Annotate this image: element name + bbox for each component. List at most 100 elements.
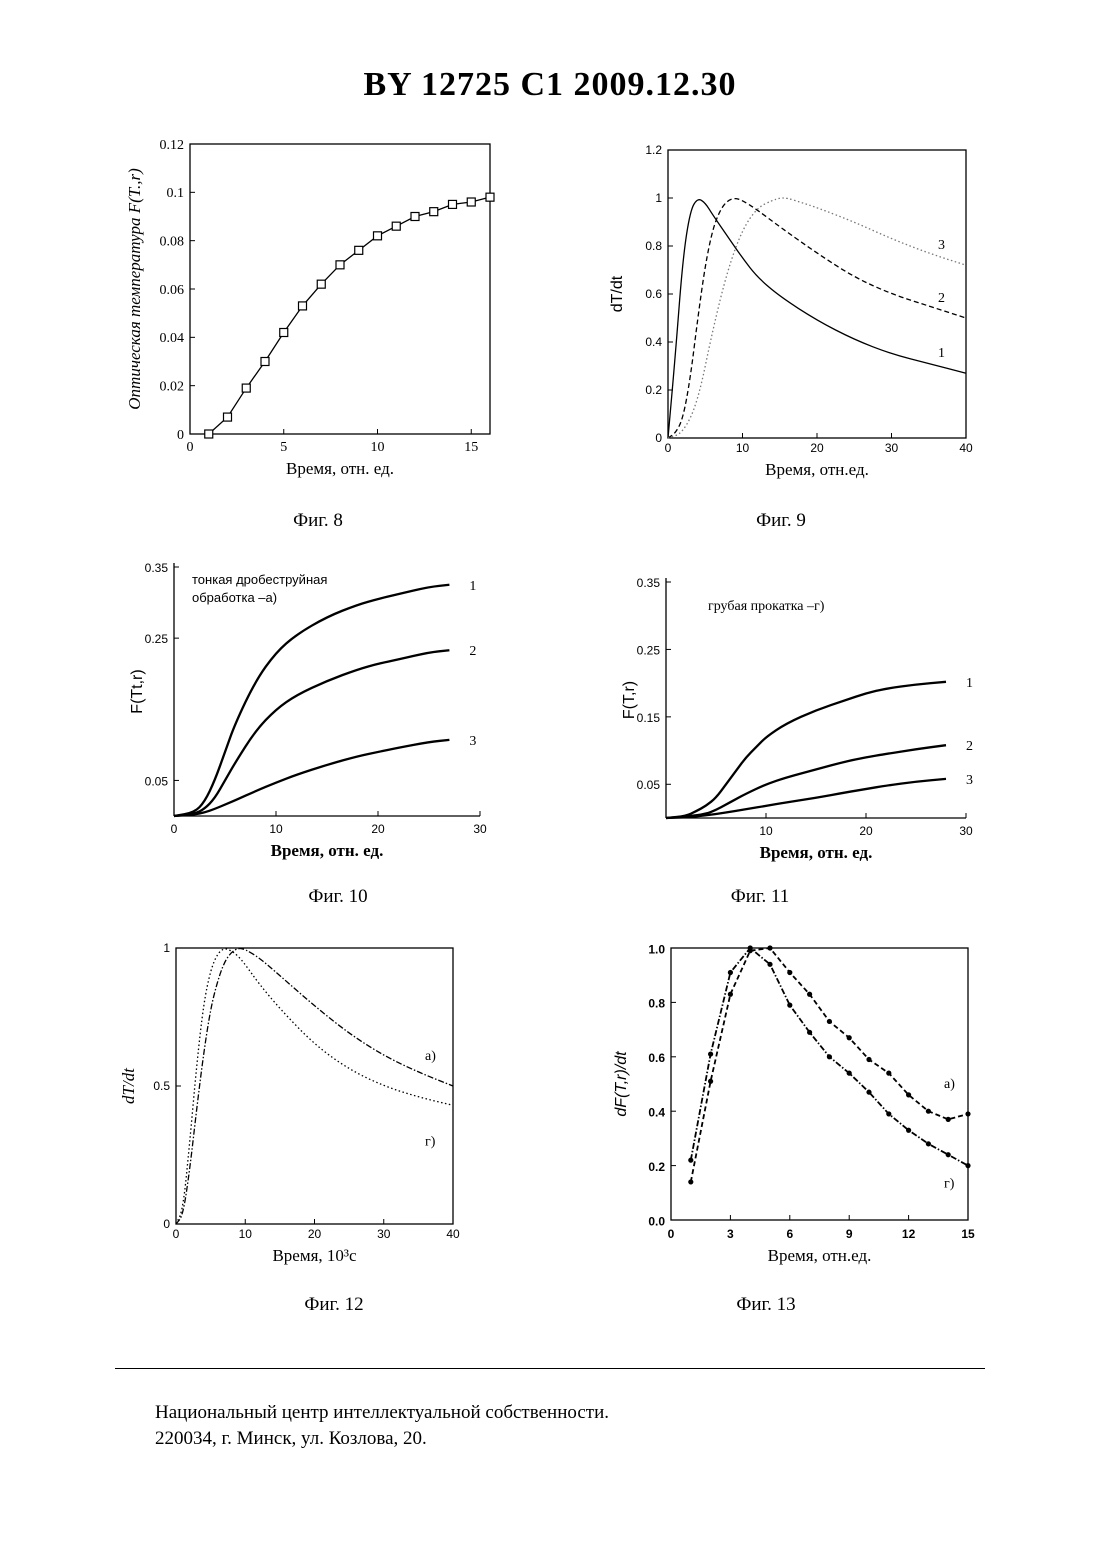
fig10-annotation: тонкая дробеструйная [192,572,327,587]
fig8-data-point [317,280,325,288]
fig9-x-tick-label: 20 [810,441,824,455]
fig8-x-tick-label: 0 [187,440,194,455]
fig13-x-tick-label: 6 [786,1227,793,1241]
fig8-data-point [392,222,400,230]
fig9-x-axis-label: Время, отн.ед. [765,460,869,479]
fig9-y-tick-label: 0 [655,431,662,445]
fig8-x-tick-label: 5 [280,440,287,455]
fig11-x-axis-label: Время, отн. ед. [760,843,873,862]
fig13-data-point [946,1152,951,1157]
fig8-data-point [430,208,438,216]
fig10-y-tick-label: 0.25 [145,632,169,646]
fig13-x-tick-label: 3 [727,1227,734,1241]
fig9-x-tick-label: 40 [959,441,973,455]
fig9-frame [668,150,966,438]
fig12-x-tick-label: 20 [308,1227,322,1241]
fig9-series-label: 1 [938,346,945,361]
fig10-x-tick-label: 30 [473,822,487,836]
fig8-data-point [205,430,213,438]
fig8-data-point [299,302,307,310]
fig8-y-tick-label: 0.02 [160,380,185,395]
fig13-data-point [946,1117,951,1122]
fig12-x-tick-label: 40 [446,1227,460,1241]
fig13-x-axis-label: Время, отн.ед. [768,1246,872,1265]
fig11-y-axis-label: F(T,r) [621,681,638,719]
fig11-series-label: 2 [966,739,973,754]
fig13-data-point [688,1158,693,1163]
fig12-series-label: г) [425,1134,436,1149]
fig9-series-label: 3 [938,238,945,253]
fig8-data-point [224,413,232,421]
fig8-y-tick-label: 0 [177,428,184,443]
fig11-series-label: 1 [966,676,973,691]
fig13-data-point [708,1079,713,1084]
fig13-data-point [807,1030,812,1035]
fig9-x-tick-label: 10 [736,441,750,455]
fig13-data-point [728,970,733,975]
fig9-x-tick-label: 30 [885,441,899,455]
fig12-x-tick-label: 0 [173,1227,180,1241]
fig13-x-tick-label: 0 [668,1227,675,1241]
fig10-series-label: 2 [469,644,476,659]
fig13-data-point [767,962,772,967]
fig8-series-line [209,197,490,434]
fig13-series-line [691,948,968,1182]
fig11-series-line [666,745,946,818]
fig13-data-point [965,1111,970,1116]
fig8-data-point [336,261,344,269]
fig13-data-point [708,1051,713,1056]
figure-10-caption: Фиг. 10 [238,886,438,908]
fig10-y-tick-label: 0.05 [145,774,169,788]
fig8-y-tick-label: 0.12 [160,138,185,153]
fig13-y-tick-label: 0.6 [648,1051,665,1065]
fig11-y-tick-label: 0.35 [637,576,661,590]
fig13-data-point [787,1003,792,1008]
fig13-data-point [906,1092,911,1097]
fig13-data-point [767,945,772,950]
fig13-y-tick-label: 0.4 [648,1105,665,1119]
fig9-y-tick-label: 1.2 [645,143,662,157]
fig12-x-axis-label: Время, 10³с [272,1246,357,1265]
fig8-data-point [411,213,419,221]
fig11-x-tick-label: 30 [959,824,973,838]
fig10-annotation: обработка –а) [192,590,277,605]
fig8-y-axis-label: Оптическая температура F(T.,r) [125,168,144,410]
fig8-x-tick-label: 15 [464,440,478,455]
fig13-x-tick-label: 9 [846,1227,853,1241]
fig10-series-line [174,650,449,816]
fig12-y-tick-label: 0.5 [153,1079,170,1093]
fig13-y-tick-label: 1.0 [648,942,665,956]
fig13-x-tick-label: 15 [961,1227,975,1241]
fig9-plot: 01020304000.20.40.60.811.2Время, отн.ед.… [609,143,973,479]
fig11-y-tick-label: 0.05 [637,778,661,792]
fig9-y-tick-label: 0.8 [645,239,662,253]
fig8-x-axis-label: Время, отн. ед. [286,459,394,478]
fig11-x-tick-label: 10 [759,824,773,838]
fig13-series-label: а) [944,1077,955,1092]
fig12-frame [176,948,453,1224]
fig10-y-tick-label: 0.35 [145,561,169,575]
fig9-series-line [668,198,966,438]
fig13-data-point [827,1054,832,1059]
fig10-series-line [174,585,449,816]
fig8-data-point [467,198,475,206]
fig9-y-tick-label: 0.4 [645,335,662,349]
fig11-y-tick-label: 0.25 [637,643,661,657]
fig13-data-point [688,1179,693,1184]
fig13-data-point [906,1128,911,1133]
fig13-data-point [886,1071,891,1076]
fig10-x-tick-label: 0 [171,822,178,836]
fig9-y-tick-label: 0.6 [645,287,662,301]
fig13-data-point [748,945,753,950]
fig12-y-tick-label: 1 [163,941,170,955]
fig8-data-point [280,329,288,337]
figure-12-caption: Фиг. 12 [234,1294,434,1316]
fig13-data-point [728,992,733,997]
fig11-x-tick-label: 20 [859,824,873,838]
fig8-y-tick-label: 0.06 [160,283,185,298]
fig10-series-label: 1 [469,579,476,594]
fig8-y-tick-label: 0.04 [160,331,185,346]
fig8-plot: 05101500.020.040.060.080.10.12Время, отн… [125,138,494,478]
fig12-series-line [176,949,453,1224]
figure-8-caption: Фиг. 8 [218,510,418,532]
